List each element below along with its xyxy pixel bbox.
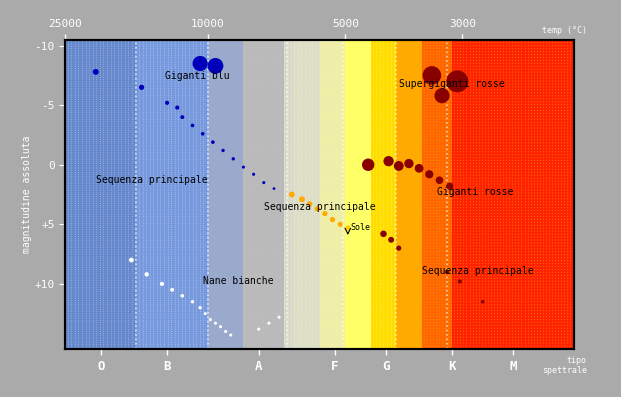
Point bbox=[414, 165, 424, 172]
Point bbox=[363, 162, 373, 168]
Bar bbox=[320, 40, 345, 349]
Point bbox=[157, 281, 167, 287]
Bar bbox=[422, 40, 452, 349]
Y-axis label: magnitudine assoluta: magnitudine assoluta bbox=[22, 136, 32, 253]
Point bbox=[335, 221, 345, 227]
Point bbox=[229, 156, 238, 162]
Point bbox=[188, 299, 197, 305]
Text: Sequenza principale: Sequenza principale bbox=[96, 175, 207, 185]
Point bbox=[220, 328, 230, 335]
Point bbox=[312, 206, 322, 212]
Bar bbox=[208, 40, 243, 349]
Point bbox=[378, 231, 389, 237]
Point bbox=[478, 299, 487, 305]
Point bbox=[394, 245, 404, 251]
Point bbox=[254, 326, 264, 332]
Point bbox=[215, 324, 225, 330]
Point bbox=[404, 160, 414, 167]
Text: temp (°C): temp (°C) bbox=[542, 26, 587, 35]
Bar bbox=[137, 40, 208, 349]
Point bbox=[211, 63, 220, 69]
Point bbox=[435, 177, 445, 183]
Point bbox=[343, 225, 353, 231]
Point bbox=[259, 179, 269, 186]
Point bbox=[238, 164, 248, 170]
Bar bbox=[284, 40, 320, 349]
Point bbox=[445, 183, 455, 189]
Bar bbox=[243, 40, 284, 349]
Text: tipo
spettrale: tipo spettrale bbox=[542, 356, 587, 375]
Text: Giganti blu: Giganti blu bbox=[165, 71, 229, 81]
Bar bbox=[371, 40, 396, 349]
Bar bbox=[452, 40, 574, 349]
Point bbox=[442, 269, 452, 275]
Point bbox=[167, 287, 177, 293]
Point bbox=[211, 320, 220, 326]
Text: Supergiganti rosse: Supergiganti rosse bbox=[399, 79, 504, 89]
Point bbox=[178, 114, 188, 120]
Text: Sequenza principale: Sequenza principale bbox=[422, 266, 533, 276]
Point bbox=[188, 122, 197, 129]
Point bbox=[248, 171, 258, 177]
Text: Nane bianche: Nane bianche bbox=[202, 276, 273, 286]
Bar bbox=[345, 40, 371, 349]
Point bbox=[195, 304, 205, 311]
Point bbox=[427, 72, 437, 79]
Bar bbox=[65, 40, 137, 349]
Point bbox=[320, 210, 330, 217]
Point bbox=[384, 158, 394, 164]
Text: Sequenza principale: Sequenza principale bbox=[264, 202, 376, 212]
Point bbox=[197, 131, 207, 137]
Point bbox=[91, 69, 101, 75]
Point bbox=[127, 257, 137, 263]
Text: Giganti rosse: Giganti rosse bbox=[437, 187, 514, 197]
Point bbox=[142, 271, 152, 278]
Point bbox=[269, 185, 279, 192]
Point bbox=[264, 320, 274, 326]
Point bbox=[305, 201, 315, 207]
Point bbox=[137, 84, 147, 91]
Point bbox=[274, 314, 284, 320]
Point bbox=[162, 100, 172, 106]
Point bbox=[437, 93, 447, 99]
Point bbox=[287, 191, 297, 198]
Point bbox=[226, 332, 236, 338]
Point bbox=[172, 104, 182, 111]
Point bbox=[386, 237, 396, 243]
Point bbox=[328, 216, 338, 223]
Text: Sole: Sole bbox=[350, 223, 370, 232]
Point bbox=[208, 139, 218, 145]
Point bbox=[424, 171, 434, 177]
Point bbox=[178, 293, 188, 299]
Point bbox=[195, 60, 205, 67]
Bar bbox=[396, 40, 422, 349]
Point bbox=[200, 310, 210, 317]
Point bbox=[394, 163, 404, 169]
Point bbox=[297, 196, 307, 202]
Point bbox=[206, 316, 215, 323]
Point bbox=[455, 278, 465, 285]
Point bbox=[218, 147, 228, 154]
Point bbox=[452, 78, 462, 85]
